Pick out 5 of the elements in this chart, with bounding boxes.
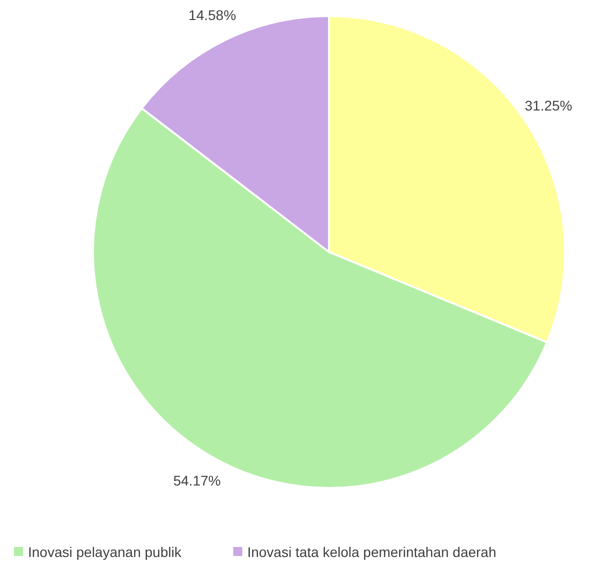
legend-label: Inovasi pelayanan publik — [28, 544, 182, 560]
data-label: 31.25% — [524, 97, 572, 114]
data-label: 54.17% — [173, 472, 221, 489]
data-label: 14.58% — [188, 7, 236, 24]
legend-label: Inovasi tata kelola pemerintahan daerah — [247, 544, 496, 560]
